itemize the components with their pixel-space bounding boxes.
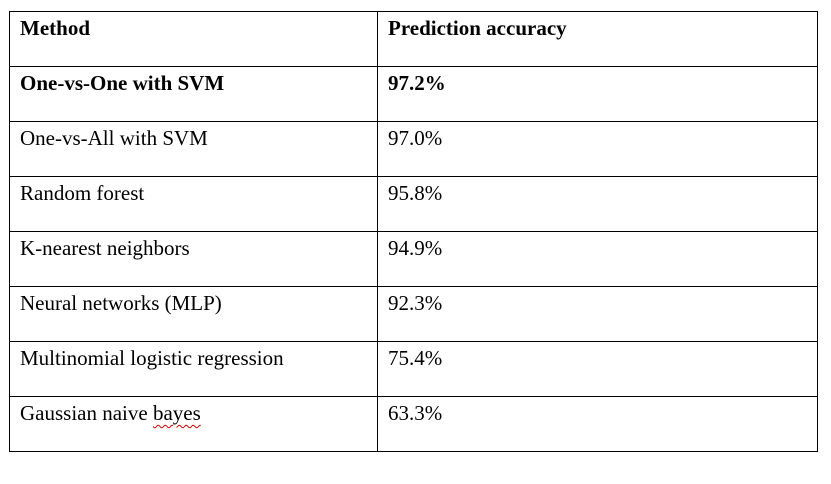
method-cell: K-nearest neighbors [9,231,378,287]
accuracy-cell: 97.2% [377,66,818,122]
accuracy-cell: 97.0% [377,121,818,177]
spellcheck-flagged-word[interactable]: bayes [152,401,201,425]
header-method: Method [9,11,378,67]
table-row: Multinomial logistic regression 75.4% [9,341,818,397]
table-row: Random forest 95.8% [9,176,818,232]
accuracy-cell: 75.4% [377,341,818,397]
method-cell: Gaussian naive bayes [9,396,378,452]
method-cell: Neural networks (MLP) [9,286,378,342]
table-row: One-vs-One with SVM 97.2% [9,66,818,122]
table-row: K-nearest neighbors 94.9% [9,231,818,287]
table-row: Gaussian naive bayes 63.3% [9,396,818,452]
header-prediction-accuracy: Prediction accuracy [377,11,818,67]
method-cell: Multinomial logistic regression [9,341,378,397]
table-row: One-vs-All with SVM 97.0% [9,121,818,177]
table-header-row: Method Prediction accuracy [9,11,818,67]
accuracy-cell: 95.8% [377,176,818,232]
method-cell: One-vs-All with SVM [9,121,378,177]
accuracy-cell: 63.3% [377,396,818,452]
accuracy-cell: 92.3% [377,286,818,342]
table-row: Neural networks (MLP) 92.3% [9,286,818,342]
method-cell: One-vs-One with SVM [9,66,378,122]
method-text: Gaussian naive [20,401,153,425]
results-table: Method Prediction accuracy One-vs-One wi… [9,11,818,452]
method-cell: Random forest [9,176,378,232]
accuracy-cell: 94.9% [377,231,818,287]
